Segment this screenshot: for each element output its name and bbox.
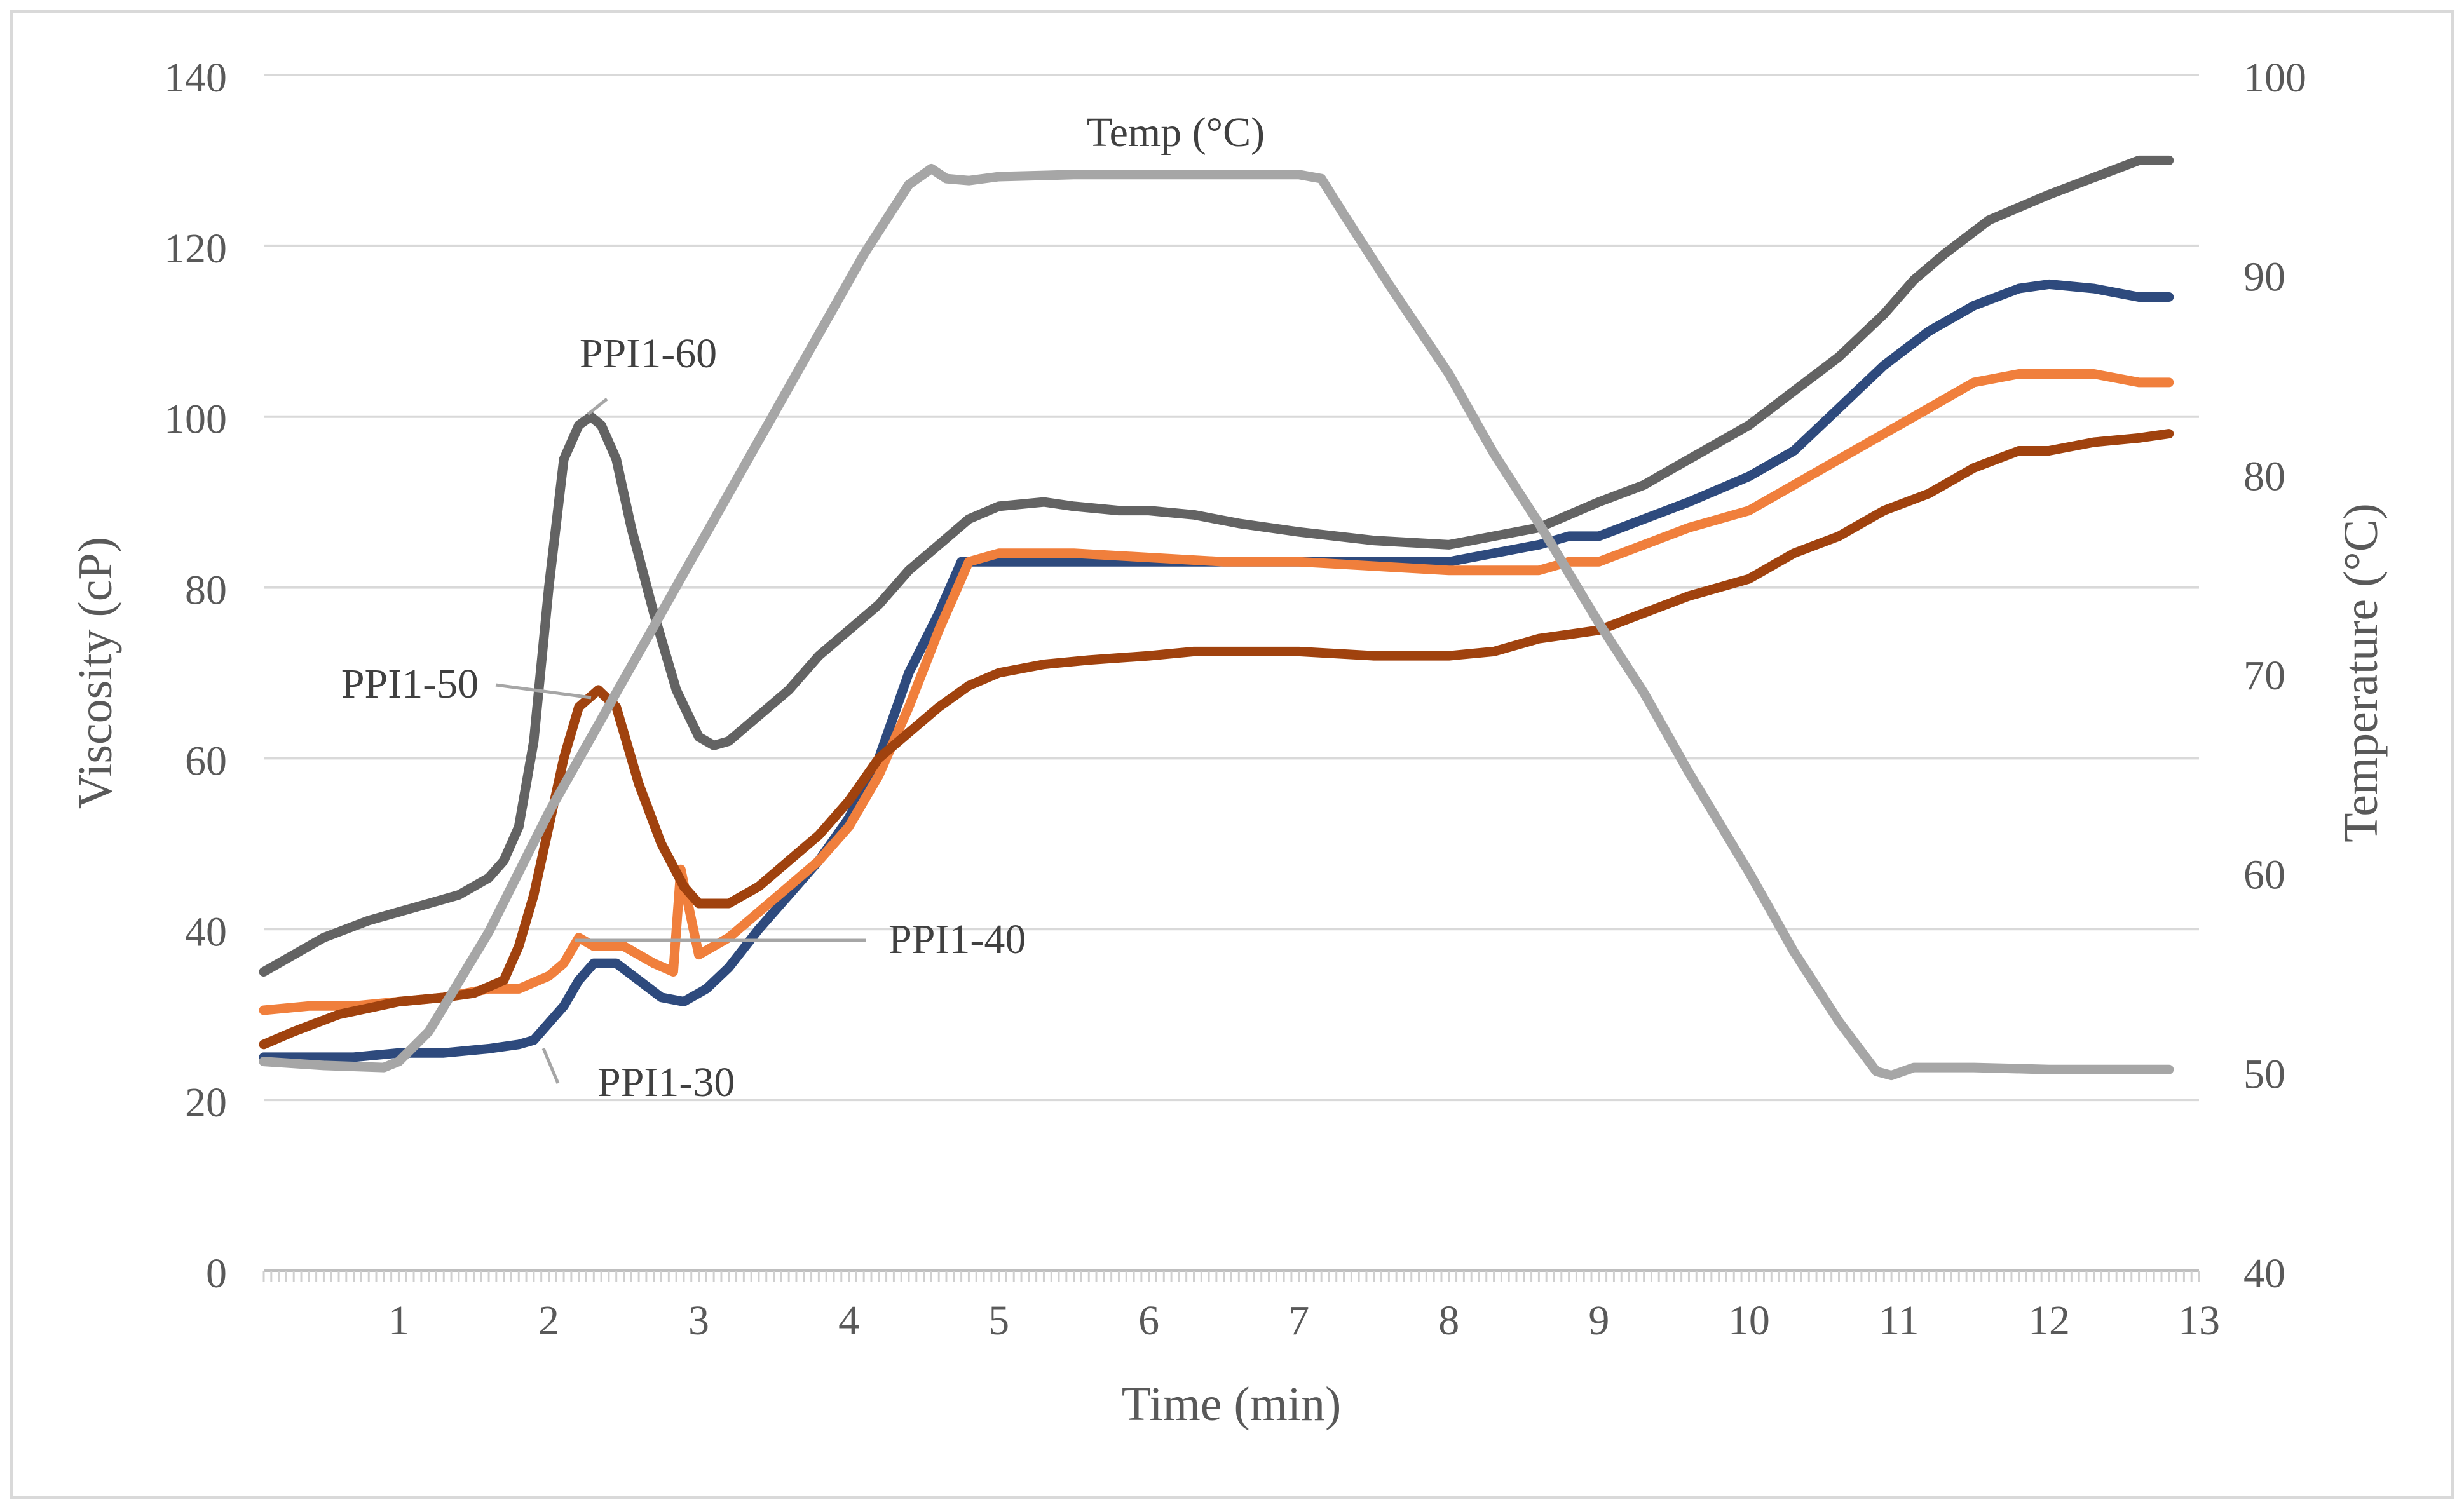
x-tick-label: 10 — [1728, 1297, 1770, 1344]
x-tick-label: 9 — [1588, 1297, 1609, 1344]
annotation-label: PPI1-50 — [341, 661, 479, 707]
x-tick-label: 2 — [538, 1297, 559, 1344]
y2-tick-label: 80 — [2243, 453, 2285, 499]
x-tick-label: 13 — [2178, 1297, 2220, 1344]
annotation-leader — [587, 398, 608, 416]
y2-tick-label: 90 — [2243, 254, 2285, 301]
x-tick-label: 8 — [1438, 1297, 1459, 1344]
y-axis-title: Viscosity (cP) — [69, 537, 122, 809]
y-tick-label: 80 — [185, 567, 227, 614]
y-tick-label: 100 — [164, 396, 227, 443]
x-tick-label: 7 — [1288, 1297, 1309, 1344]
series-line-ppi1-30 — [259, 279, 2174, 1062]
y-tick-label: 60 — [185, 738, 227, 784]
y2-tick-label: 50 — [2243, 1051, 2285, 1097]
y-tick-label: 0 — [206, 1250, 227, 1297]
y-tick-label: 40 — [185, 909, 227, 955]
y2-tick-label: 100 — [2243, 55, 2306, 101]
x-tick-label: 6 — [1138, 1297, 1159, 1344]
series-line-ppi1-60 — [259, 155, 2174, 977]
annotation-leader — [495, 683, 592, 700]
annotation-leader — [541, 1048, 560, 1084]
x-axis-title: Time (min) — [1122, 1377, 1342, 1431]
x-tick-label: 3 — [688, 1297, 709, 1344]
series-line-temp-c — [259, 163, 2174, 1081]
y2-tick-label: 70 — [2243, 653, 2285, 699]
chart-border — [10, 10, 2454, 1499]
x-tick-label: 4 — [838, 1297, 859, 1344]
series-line-ppi1-40 — [259, 369, 2174, 1015]
y-tick-label: 20 — [185, 1079, 227, 1126]
y2-tick-label: 40 — [2243, 1250, 2285, 1297]
x-tick-label: 5 — [988, 1297, 1009, 1344]
x-tick-label: 11 — [1879, 1297, 1919, 1344]
x-tick-label: 12 — [2028, 1297, 2070, 1344]
annotation-label: PPI1-30 — [597, 1059, 735, 1106]
annotations: PPI1-60 PPI1-50 PPI1-40 PPI1-30 Temp (°C) — [341, 109, 1265, 1106]
annotation-label: PPI1-40 — [888, 916, 1026, 963]
annotation-label: Temp (°C) — [1087, 109, 1265, 156]
annotation-label: PPI1-60 — [580, 330, 717, 377]
y-tick-label: 120 — [164, 226, 227, 272]
y-tick-label: 140 — [164, 55, 227, 101]
y2-tick-label: 60 — [2243, 852, 2285, 898]
series-lines — [259, 155, 2174, 1081]
x-tick-label: 1 — [388, 1297, 409, 1344]
y2-axis-title: Temperature (°C) — [2334, 503, 2388, 842]
series-line-ppi1-50 — [259, 429, 2174, 1050]
